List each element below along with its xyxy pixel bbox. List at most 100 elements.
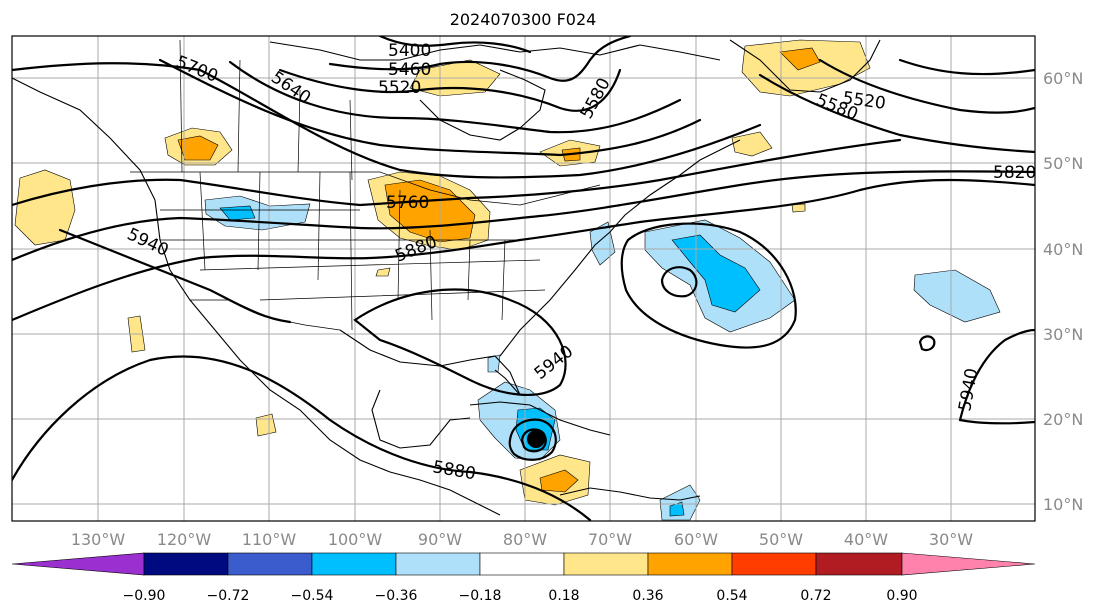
contour-label-5940-w: 5940 — [124, 224, 172, 260]
colorbar-bin-9 — [815, 552, 903, 576]
lon-label-70w: 70°W — [588, 530, 632, 549]
contour-label-5460: 5460 — [388, 60, 431, 80]
colorbar-bin-2 — [227, 552, 313, 576]
colorbar-extend-high — [901, 552, 1036, 576]
contour-5580-w — [228, 60, 682, 134]
shade-orange-caribbean — [539, 469, 579, 493]
coast-cuba — [469, 401, 611, 436]
shade-lightblue-eastatl — [913, 269, 1001, 323]
cbar-tick-2: −0.72 — [207, 588, 250, 604]
shade-yellow-small-1 — [375, 267, 391, 277]
contour-storm-ring-outer — [508, 418, 557, 461]
shade-yellow-greenland — [741, 39, 871, 97]
lat-label-20n: 20°N — [1043, 410, 1083, 429]
contour-storm-ring-inner — [520, 428, 547, 453]
lat-lon-grid — [12, 36, 1035, 521]
negative-anomaly-shading — [204, 195, 1001, 521]
lon-label-130w: 130°W — [71, 530, 126, 549]
coast-south-america — [559, 487, 701, 501]
shade-yellow-pacific — [14, 169, 76, 246]
contour-ring-low-atl — [620, 222, 797, 349]
lon-label-90w: 90°W — [418, 530, 462, 549]
contour-label-5400: 5400 — [388, 41, 431, 61]
shade-yellow-pacific-mx — [255, 413, 277, 437]
contour-5820 — [12, 170, 1035, 262]
cbar-tick-8: 0.54 — [716, 588, 747, 604]
lat-label-10n: 10°N — [1043, 495, 1083, 514]
lat-label-60n: 60°N — [1043, 69, 1083, 88]
colorbar-bin-8 — [731, 552, 817, 576]
map-area — [12, 36, 1035, 521]
contour-5880-south — [12, 355, 592, 521]
height-contours — [12, 36, 1035, 521]
border-canada-prov — [179, 39, 353, 181]
lon-label-110w: 110°W — [242, 530, 297, 549]
cbar-tick-5: −0.18 — [459, 588, 502, 604]
lat-label-40n: 40°N — [1043, 240, 1083, 259]
border-states-2 — [160, 209, 546, 301]
contour-5760 — [12, 138, 902, 207]
lat-label-30n: 30°N — [1043, 325, 1083, 344]
shade-orange-greenland — [779, 47, 821, 71]
coast-greenland — [729, 39, 881, 93]
colorbar — [11, 552, 1036, 576]
lat-label-50n: 50°N — [1043, 154, 1083, 173]
contour-5460 — [328, 36, 632, 82]
coast-north-america-west — [12, 77, 501, 516]
contour-label-5700: 5700 — [173, 52, 221, 87]
latitude-labels: 60°N 50°N 40°N 30°N 20°N 10°N — [1043, 69, 1083, 514]
contour-label-5940-c: 5940 — [531, 342, 577, 384]
contour-low-small — [660, 266, 698, 298]
colorbar-bin-7 — [647, 552, 733, 576]
contour-5940-w — [58, 228, 292, 324]
shade-lightblue-rockies — [204, 195, 311, 231]
storm-marker — [527, 430, 545, 448]
cbar-tick-1: −0.90 — [123, 588, 166, 604]
cbar-tick-4: −0.36 — [375, 588, 418, 604]
contour-5700 — [12, 62, 762, 179]
contour-5460-e — [898, 58, 1035, 76]
lon-label-120w: 120°W — [157, 530, 212, 549]
contour-5520-e — [818, 58, 1035, 114]
longitude-labels: 130°W 120°W 110°W 100°W 90°W 80°W 70°W 6… — [71, 530, 973, 549]
colorbar-bin-4 — [395, 552, 481, 576]
contour-label-5880-s: 5880 — [431, 457, 477, 484]
coast-arctic — [269, 41, 721, 61]
contour-label-5940-e: 5940 — [955, 367, 982, 413]
contour-small-atl — [918, 335, 936, 352]
lon-label-50w: 50°W — [759, 530, 803, 549]
contour-5880-e — [958, 418, 1035, 425]
map-frame — [11, 35, 1036, 522]
contour-label-5520: 5520 — [378, 78, 421, 98]
shade-yellow-atl — [731, 131, 773, 157]
shade-yellow-small-2 — [791, 203, 806, 213]
plot-title: 2024070300 F024 — [449, 10, 597, 29]
cbar-tick-10: 0.90 — [886, 588, 917, 604]
contour-5580-e — [758, 73, 1035, 154]
lon-label-40w: 40°W — [844, 530, 888, 549]
contour-label-5580: 5580 — [577, 75, 615, 123]
coast-gulf — [339, 329, 521, 449]
colorbar-bin-6 — [563, 552, 649, 576]
lon-label-80w: 80°W — [503, 530, 547, 549]
cbar-tick-3: −0.54 — [291, 588, 334, 604]
border-us-canada — [130, 171, 601, 206]
colorbar-extend-low — [11, 552, 145, 576]
cbar-tick-7: 0.36 — [632, 588, 663, 604]
contour-label-5760: 5760 — [386, 193, 429, 213]
cbar-tick-9: 0.72 — [800, 588, 831, 604]
lon-label-60w: 60°W — [674, 530, 718, 549]
cbar-tick-6: 0.18 — [548, 588, 579, 604]
contour-5520-w — [278, 68, 622, 112]
contour-5940-e — [958, 328, 1035, 422]
colorbar-bin-1 — [143, 552, 229, 576]
colorbar-bin-3 — [311, 552, 397, 576]
shade-lightblue-florida — [487, 354, 501, 373]
lon-label-100w: 100°W — [328, 530, 383, 549]
colorbar-ticks: −0.90 −0.72 −0.54 −0.36 −0.18 0.18 0.36 … — [123, 588, 918, 604]
lon-label-30w: 30°W — [929, 530, 973, 549]
contour-label-5820: 5820 — [993, 163, 1036, 183]
shade-blue-atlantic — [671, 234, 761, 313]
colorbar-bin-5 — [479, 552, 565, 576]
